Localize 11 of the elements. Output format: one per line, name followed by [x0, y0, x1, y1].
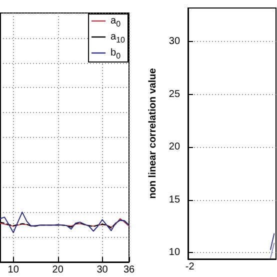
y-tick-label: 20 — [168, 142, 180, 153]
y-tick-label: 10 — [168, 247, 180, 258]
y-tick-label: 25 — [168, 88, 180, 100]
x-tick-label: 20 — [52, 264, 64, 276]
x-tick-label: -2 — [185, 262, 195, 272]
x-tick-label: 30 — [96, 264, 108, 276]
x-tick-label: 10 — [8, 264, 20, 276]
y-axis-title: non linear correlation value — [148, 68, 158, 199]
y-tick-label: 30 — [168, 36, 180, 48]
y-tick-label: 15 — [168, 194, 180, 206]
x-tick-label: 36 — [123, 264, 135, 276]
